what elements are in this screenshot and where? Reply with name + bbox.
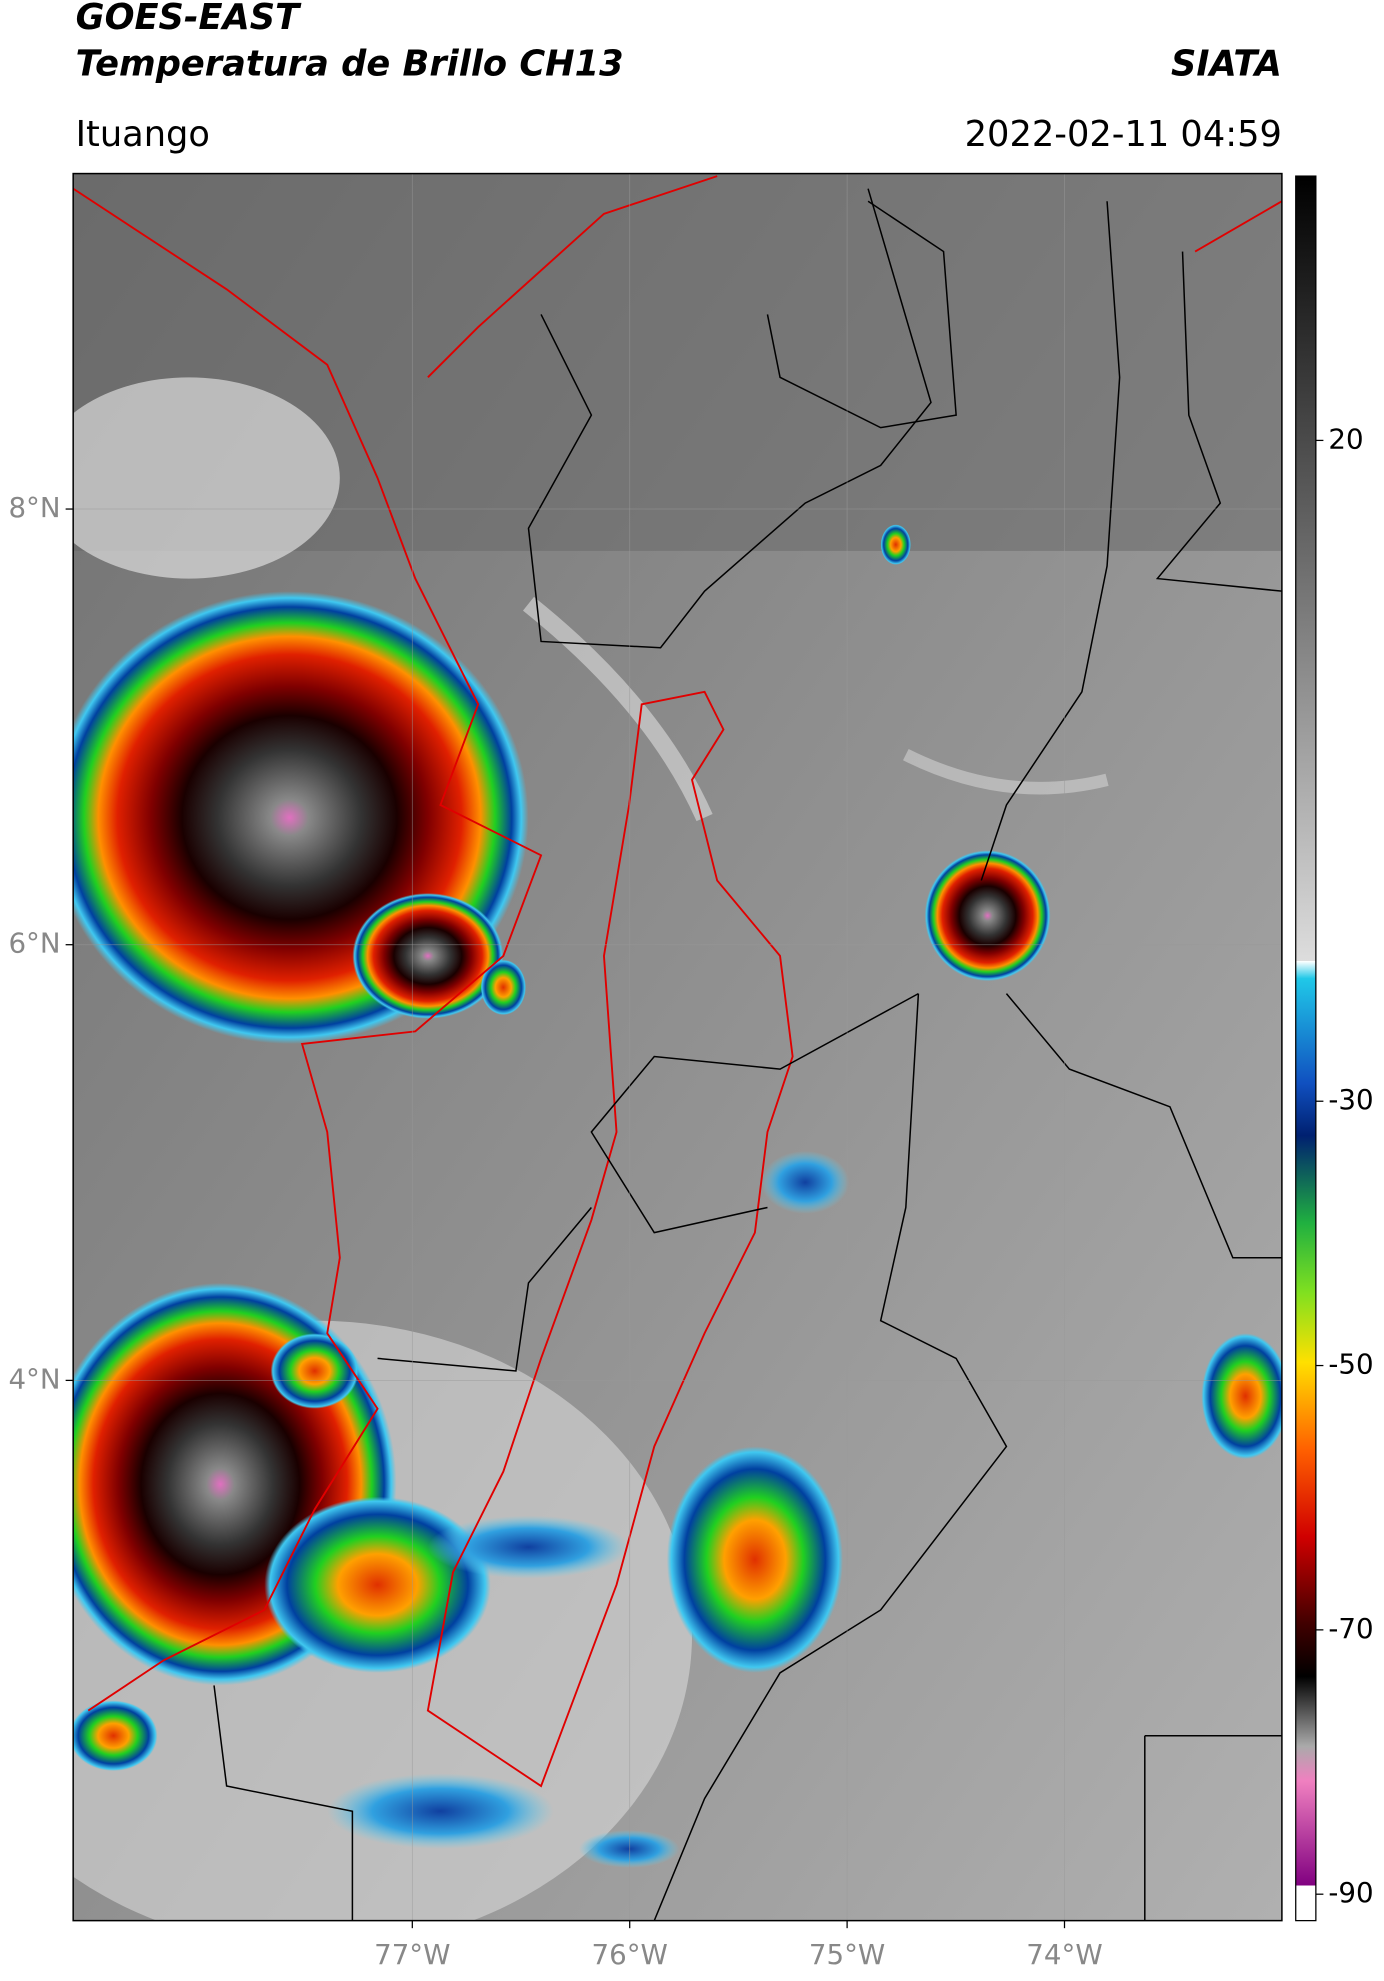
map-image [73, 173, 1282, 1921]
lat-tick-label: 4°N [8, 1362, 60, 1395]
satellite: GOES-EAST [76, 0, 302, 38]
location: Ituango [76, 114, 210, 155]
graticule [73, 173, 1282, 1921]
lon-tick-label: 77°W [374, 1938, 450, 1971]
colorbar-tick-label: 20 [1328, 422, 1363, 455]
colorbar-tick-label: -30 [1328, 1083, 1373, 1116]
colorbar-tick-label: -50 [1328, 1348, 1373, 1381]
colorbar [1295, 175, 1317, 1922]
agency: SIATA [1171, 43, 1282, 84]
lat-tick-label: 6°N [8, 927, 60, 960]
colorbar-tick-label: -90 [1328, 1876, 1373, 1909]
lon-tick-label: 76°W [592, 1938, 668, 1971]
map-frame [72, 172, 1283, 1922]
datetime: 2022-02-11 04:59 [965, 114, 1282, 155]
lon-tick-label: 74°W [1026, 1938, 1102, 1971]
lon-tick-label: 75°W [809, 1938, 885, 1971]
product: Temperatura de Brillo CH13 [76, 43, 624, 84]
lat-tick-label: 8°N [8, 491, 60, 524]
colorbar-tick-label: -70 [1328, 1612, 1373, 1645]
